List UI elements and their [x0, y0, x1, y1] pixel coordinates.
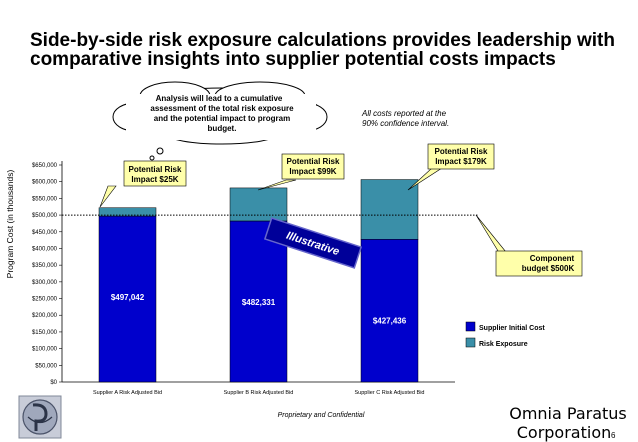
x-category-label: Supplier A Risk Adjusted Bid	[93, 390, 162, 396]
bar-risk-exposure	[229, 187, 288, 222]
bar-initial-cost	[98, 215, 157, 383]
y-tick-label: $600,000	[32, 180, 58, 186]
cloud-line-2: assessment of the total risk exposure	[150, 104, 294, 113]
cloud-line-1: Analysis will lead to a cumulative	[156, 94, 283, 103]
page-number: 6	[611, 431, 616, 440]
y-tick-label: $400,000	[32, 246, 58, 252]
y-tick-label: $150,000	[32, 330, 58, 336]
bar-value-label: $497,042	[111, 293, 145, 302]
bar-initial-cost	[229, 220, 288, 383]
bar-initial-cost	[360, 239, 419, 383]
callout-supplier-c: Potential Risk Impact $179K	[407, 143, 495, 191]
cloud-line-4: budget.	[208, 124, 237, 133]
callout-b-line-2: Impact $99K	[289, 167, 336, 176]
y-tick-label: $350,000	[32, 263, 58, 269]
bar-value-label: $427,436	[373, 316, 407, 325]
y-tick-label: $450,000	[32, 230, 58, 236]
x-category-label: Supplier B Risk Adjusted Bid	[224, 390, 294, 396]
y-tick-label: $0	[50, 380, 57, 386]
company-name-line-2: Corporation	[517, 423, 612, 442]
callout-supplier-a: Potential Risk Impact $25K	[99, 160, 187, 208]
analysis-cloud: Analysis will lead to a cumulative asses…	[112, 81, 328, 161]
confidence-note-line-2: 90% confidence interval.	[362, 119, 449, 128]
callout-b-line-1: Potential Risk	[287, 157, 340, 166]
y-tick-label: $100,000	[32, 347, 58, 353]
y-tick-label: $250,000	[32, 297, 58, 303]
bars: $497,042 Supplier A Risk Adjusted Bid $482…	[93, 179, 425, 396]
footer-confidential: Proprietary and Confidential	[278, 412, 365, 419]
budget-callout-line-2: budget $500K	[522, 264, 575, 273]
legend-label-initial-cost: Supplier Initial Cost	[479, 325, 545, 332]
legend: Supplier Initial Cost Risk Exposure	[465, 321, 545, 348]
y-tick-label: $550,000	[32, 196, 58, 202]
legend-swatch-risk-exposure	[465, 337, 476, 348]
bar-risk-exposure	[98, 207, 157, 217]
y-tick-label: $300,000	[32, 280, 58, 286]
y-tick-label: $500,000	[32, 213, 58, 219]
budget-callout-line-1: Component	[530, 254, 575, 263]
bar-value-label: $482,331	[242, 298, 276, 307]
cloud-line-3: and the potential impact to program	[154, 114, 290, 123]
callout-c-line-2: Impact $179K	[435, 157, 487, 166]
y-tick-label: $200,000	[32, 313, 58, 319]
y-axis-label: Program Cost (in thousands)	[5, 170, 15, 279]
callout-supplier-b: Potential Risk Impact $99K	[257, 153, 345, 191]
callout-a-line-1: Potential Risk	[129, 165, 182, 174]
budget-callout: Component budget $500K	[475, 214, 583, 277]
company-logo	[18, 395, 62, 439]
x-category-label: Supplier C Risk Adjusted Bid	[354, 390, 424, 396]
callout-c-line-1: Potential Risk	[435, 147, 488, 156]
legend-swatch-initial-cost	[465, 321, 476, 332]
confidence-note-line-1: All costs reported at the	[361, 109, 447, 118]
company-name-line-1: Omnia Paratus	[509, 404, 627, 423]
y-tick-label: $50,000	[35, 363, 57, 369]
legend-label-risk-exposure: Risk Exposure	[479, 341, 528, 348]
page-title: Side-by-side risk exposure calculations …	[30, 30, 615, 70]
y-tick-label: $650,000	[32, 163, 58, 169]
callout-a-line-2: Impact $25K	[131, 175, 178, 184]
